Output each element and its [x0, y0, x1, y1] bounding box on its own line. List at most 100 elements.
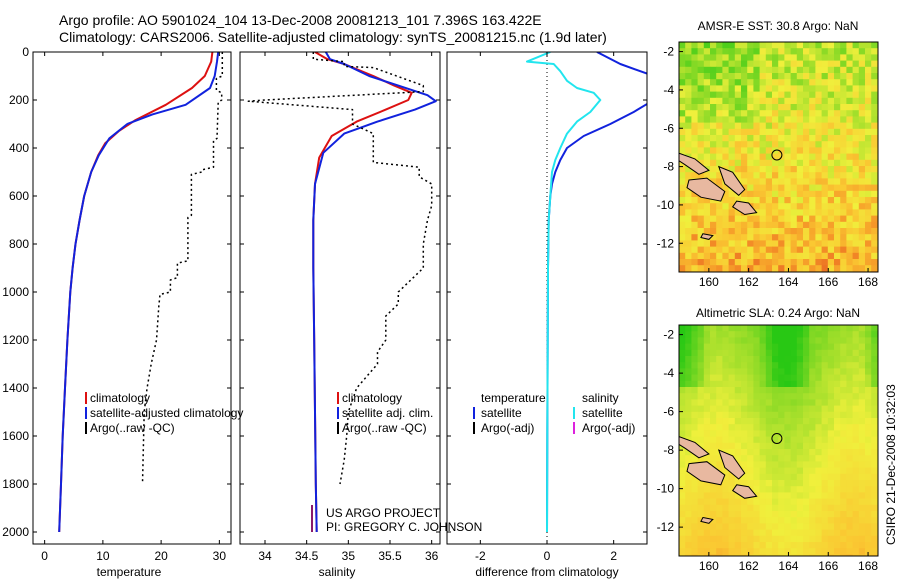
map-cell: [840, 486, 847, 493]
map-cell: [772, 42, 779, 49]
map-cell: [753, 42, 760, 49]
map-cell: [728, 362, 736, 369]
map-cell: [716, 246, 723, 254]
map-cell: [852, 153, 860, 161]
map-cell: [759, 91, 767, 99]
map-cell: [778, 122, 785, 130]
map-cell: [741, 424, 748, 431]
map-cell: [753, 85, 760, 92]
map-cell: [871, 486, 878, 493]
map-cell: [852, 159, 860, 167]
map-cell: [803, 418, 810, 425]
map-cell: [741, 362, 748, 369]
legend-label-argo: Argo(..raw -QC): [90, 421, 175, 435]
map-cell: [679, 122, 686, 130]
map-cell: [852, 215, 860, 223]
map-cell: [741, 523, 748, 530]
map-cell: [772, 104, 779, 111]
map-cell: [865, 42, 872, 49]
map-cell: [784, 141, 791, 148]
map-cell: [803, 554, 810, 556]
map-cell: [858, 221, 866, 229]
map-cell: [772, 548, 779, 555]
map-cell: [821, 343, 829, 351]
map-cell: [827, 492, 835, 499]
map-cell: [834, 246, 841, 254]
map-cell: [759, 387, 767, 394]
map-cell: [858, 141, 866, 148]
map-cell: [716, 442, 723, 450]
map-cell: [685, 405, 692, 413]
map-cell: [815, 48, 822, 55]
map-cell: [765, 424, 773, 431]
map-cell: [747, 449, 754, 456]
map-cell: [809, 184, 816, 192]
map-cell: [858, 331, 866, 338]
map-cell: [691, 42, 698, 49]
map-cell: [815, 197, 822, 204]
map-cell: [772, 554, 779, 556]
map-cell: [803, 399, 810, 406]
map-cell: [679, 492, 686, 499]
map-cell: [815, 325, 822, 332]
map-cell: [710, 42, 717, 49]
map-cell: [728, 548, 736, 555]
map-cell: [846, 252, 853, 260]
map-cell: [815, 449, 822, 456]
map-cell: [734, 79, 742, 86]
map-cell: [834, 240, 841, 247]
map-cell: [840, 362, 847, 369]
map-cell: [691, 511, 698, 518]
map-cell: [753, 548, 760, 555]
map-cell: [809, 498, 816, 506]
map-cell: [710, 374, 717, 382]
map-cell: [685, 343, 692, 351]
y-tick-label: 1400: [2, 381, 29, 395]
map-cell: [803, 486, 810, 493]
map-cell: [821, 259, 829, 266]
map-cell: [865, 504, 872, 512]
map-cell: [803, 498, 810, 506]
map-cell: [685, 259, 692, 266]
map-y-tick-label: -4: [663, 366, 674, 380]
map-cell: [747, 172, 754, 179]
map-cell: [852, 42, 860, 49]
map-cell: [852, 141, 860, 148]
map-cell: [840, 554, 847, 556]
map-cell: [827, 368, 835, 375]
map-cell: [685, 362, 692, 369]
map-cell: [734, 387, 742, 394]
map-cell: [784, 542, 791, 549]
map-cell: [790, 209, 798, 216]
map-cell: [815, 184, 822, 192]
map-cell: [685, 504, 692, 512]
map-cell: [741, 349, 748, 357]
map-cell: [821, 79, 829, 86]
map-cell: [703, 91, 711, 99]
map-cell: [821, 331, 829, 338]
temperature-xticks: 0 10 20 30: [41, 52, 226, 563]
map-cell: [815, 190, 822, 198]
map-cell: [840, 228, 847, 235]
map-cell: [685, 486, 692, 493]
map-cell: [741, 60, 748, 68]
map-cell: [722, 523, 729, 530]
map-cell: [871, 554, 878, 556]
map-cell: [821, 147, 829, 154]
sla-heatmap-cells: [679, 325, 878, 556]
series-line-satellite-adj-clim-: [312, 52, 437, 533]
map-cell: [697, 374, 705, 382]
map-cell: [716, 97, 723, 105]
map-cell: [858, 387, 866, 394]
map-cell: [741, 221, 748, 229]
map-cell: [784, 166, 791, 173]
map-cell: [716, 517, 723, 524]
map-cell: [809, 147, 816, 154]
map-cell: [747, 228, 754, 235]
map-cell: [803, 442, 810, 450]
map-cell: [784, 393, 791, 400]
map-cell: [871, 190, 878, 198]
map-x-tick-label: 162: [739, 275, 759, 289]
map-cell: [710, 430, 717, 437]
map-cell: [722, 492, 729, 499]
